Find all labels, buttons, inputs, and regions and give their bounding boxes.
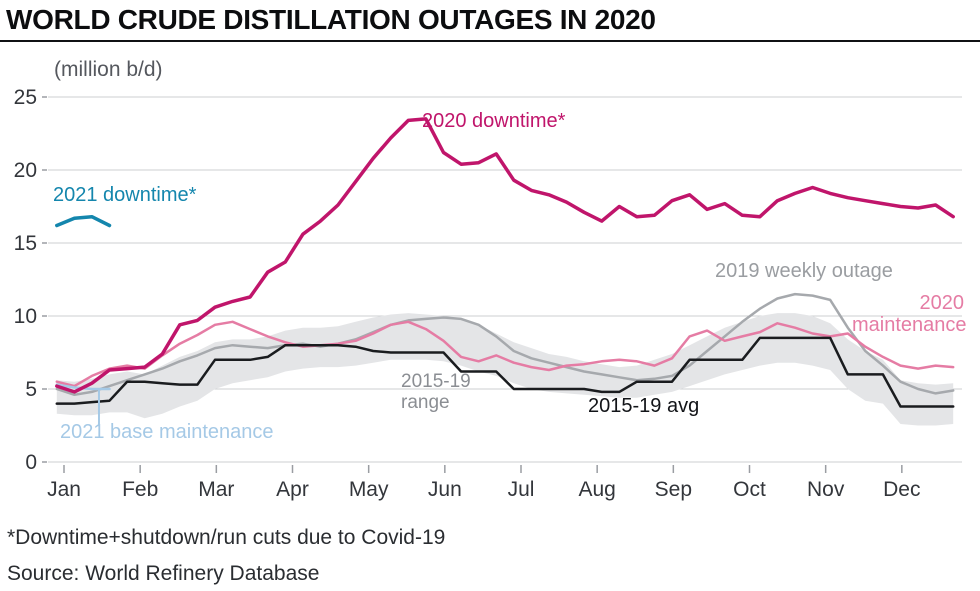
svg-text:25: 25	[14, 86, 37, 109]
annotation-2021-downtime: 2021 downtime*	[53, 184, 197, 206]
annotation-2020-maintenance: 2020 maintenance	[852, 292, 967, 336]
svg-text:Jan: Jan	[47, 478, 81, 501]
svg-text:Feb: Feb	[122, 478, 158, 501]
svg-text:5: 5	[25, 378, 37, 401]
svg-text:Apr: Apr	[276, 478, 309, 501]
svg-text:15: 15	[14, 232, 37, 255]
title-divider	[0, 40, 980, 42]
svg-text:Jul: Jul	[508, 478, 535, 501]
svg-text:Aug: Aug	[578, 478, 615, 501]
chart-title: WORLD CRUDE DISTILLATION OUTAGES IN 2020	[6, 4, 656, 35]
svg-text:May: May	[349, 478, 389, 501]
annotation-2020-downtime: 2020 downtime*	[422, 110, 566, 132]
svg-text:Nov: Nov	[807, 478, 845, 501]
annotation-2019-weekly-outage: 2019 weekly outage	[715, 260, 893, 282]
y-axis-unit-label: (million b/d)	[54, 58, 163, 81]
svg-text:Oct: Oct	[733, 478, 766, 501]
svg-text:Jun: Jun	[428, 478, 462, 501]
svg-text:Mar: Mar	[198, 478, 234, 501]
annotation-2015-19-range: 2015-19 range	[401, 371, 471, 413]
source-line: Source: World Refinery Database	[7, 562, 320, 585]
svg-text:Dec: Dec	[883, 478, 920, 501]
annotation-2015-19-avg: 2015-19 avg	[588, 395, 700, 417]
annotation-2021-base-maintenance: 2021 base maintenance	[60, 421, 274, 443]
svg-text:20: 20	[14, 159, 37, 182]
footnote: *Downtime+shutdown/run cuts due to Covid…	[7, 526, 446, 549]
svg-text:0: 0	[25, 451, 37, 474]
svg-text:Sep: Sep	[655, 478, 692, 501]
svg-text:10: 10	[14, 305, 37, 328]
